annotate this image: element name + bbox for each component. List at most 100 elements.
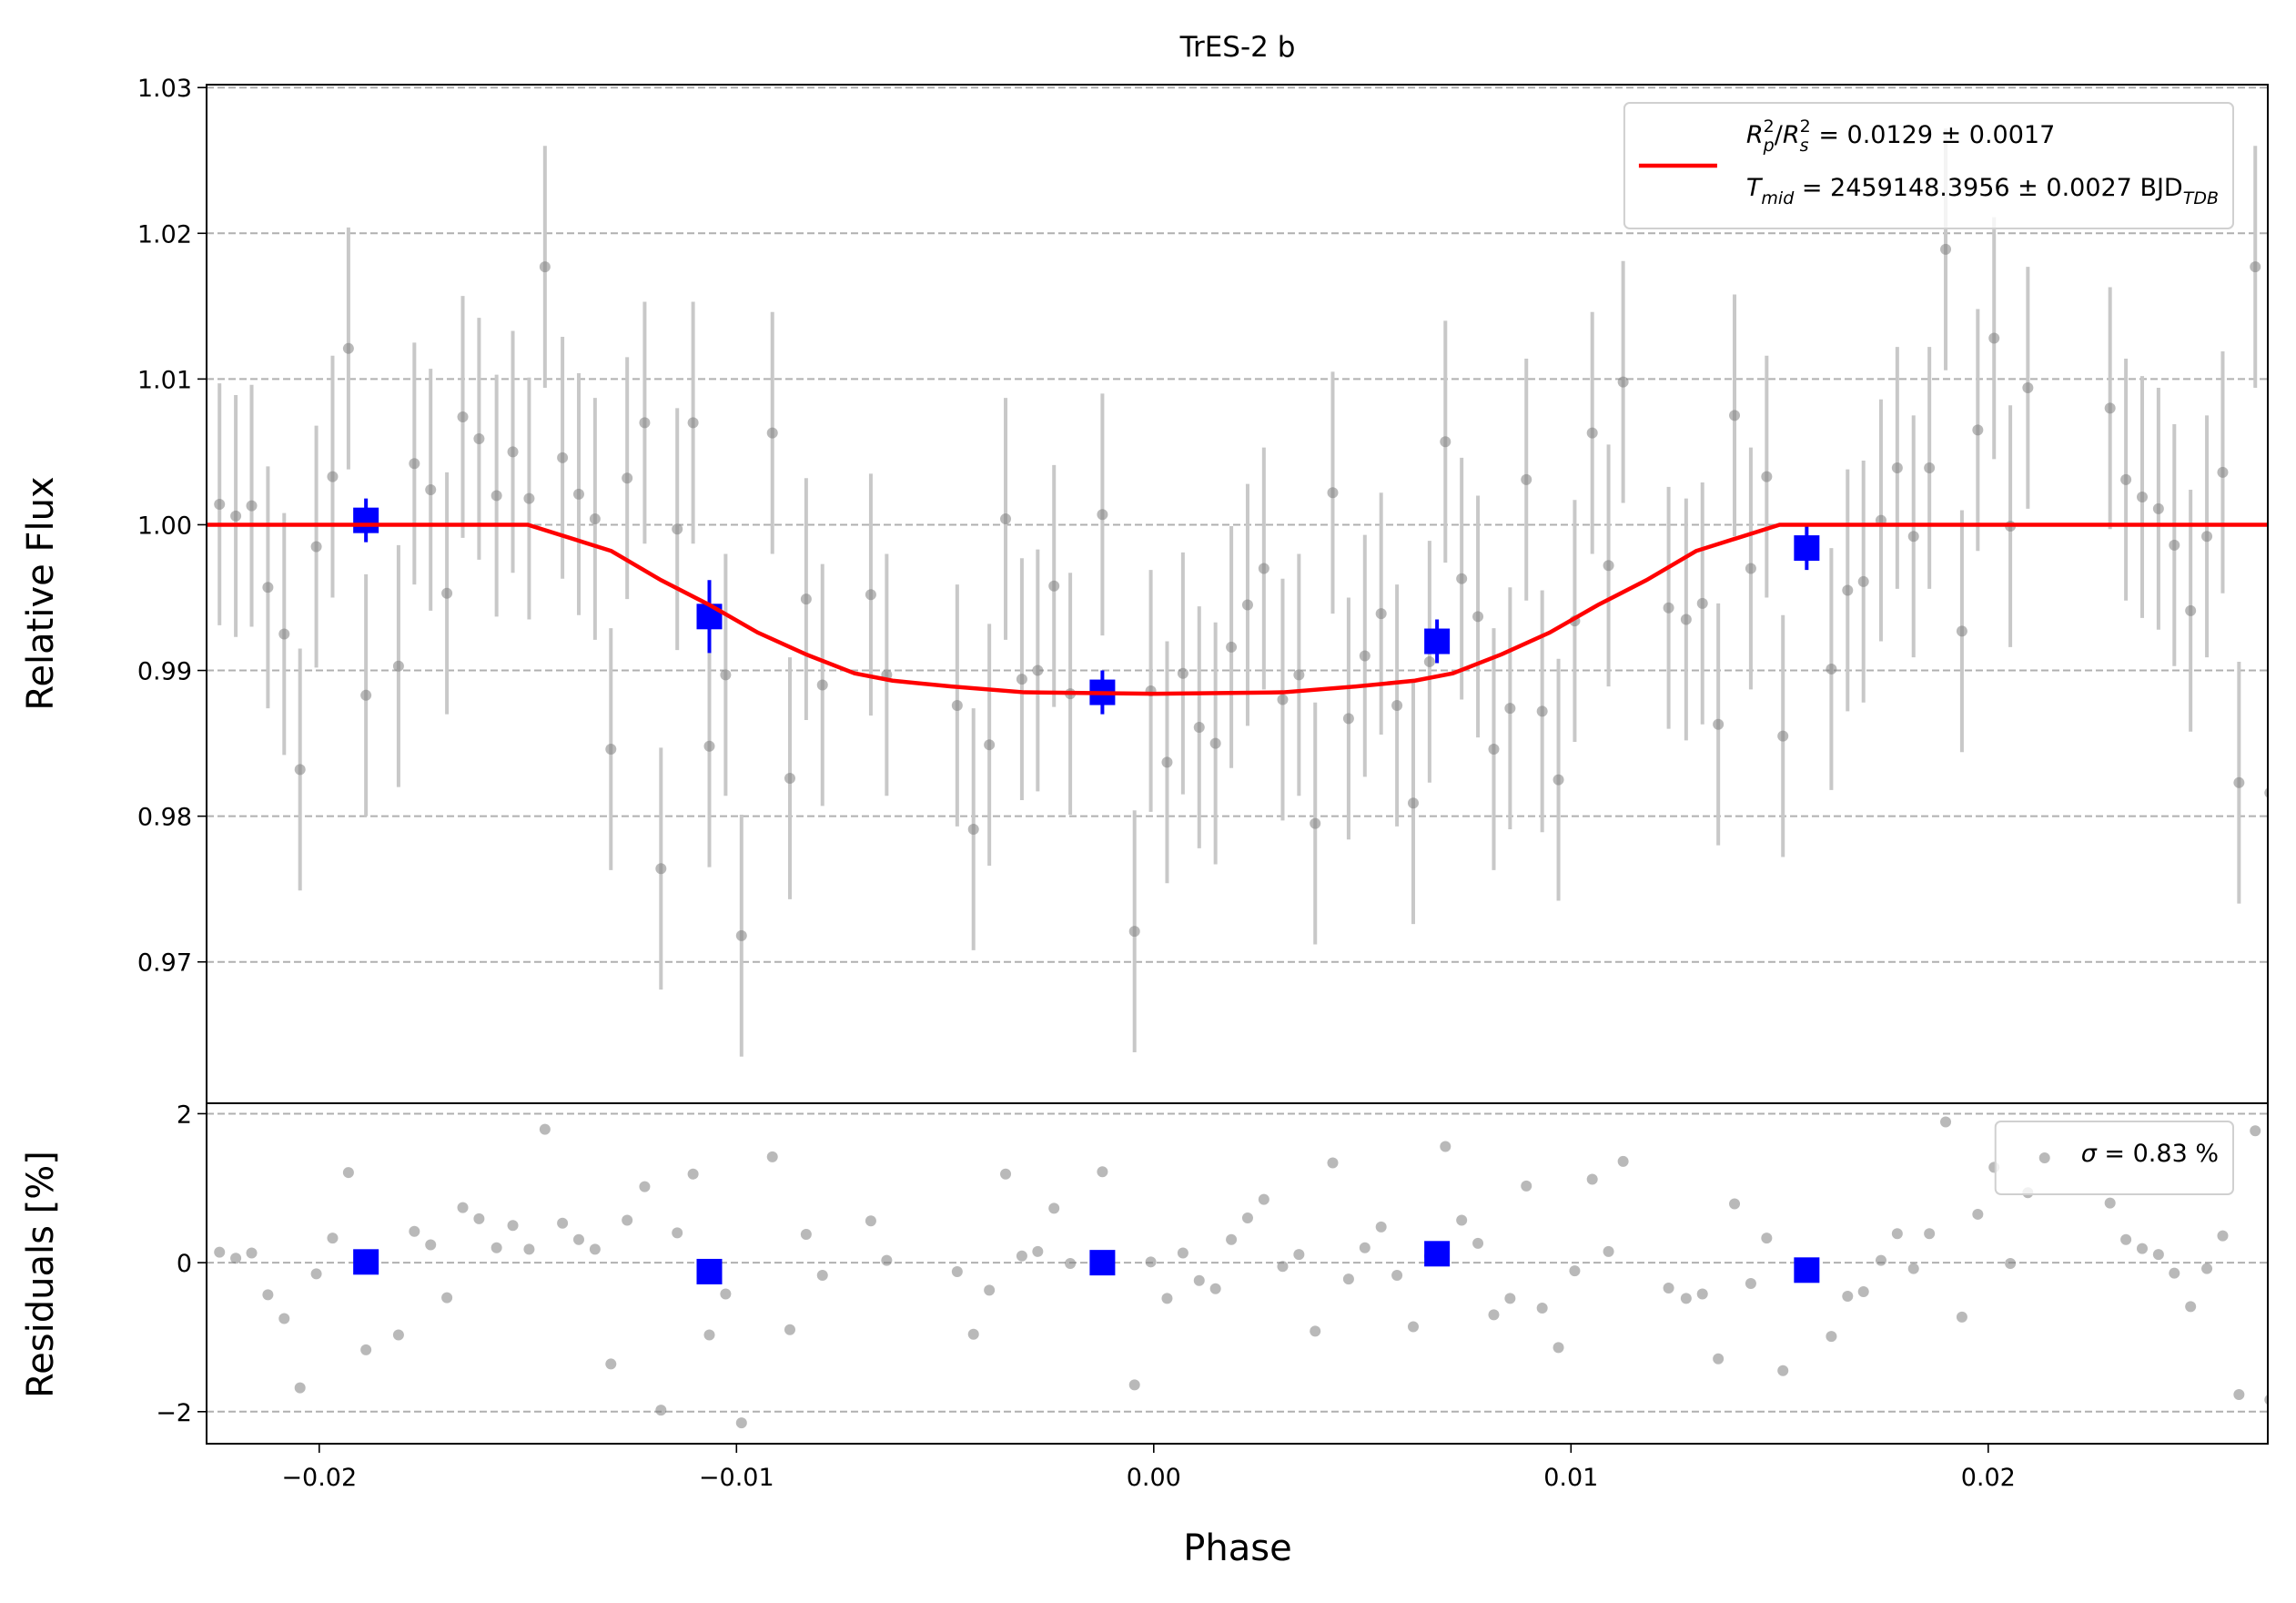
legend-frame	[1994, 1121, 2234, 1195]
data-point	[865, 1215, 876, 1227]
data-point	[2233, 1388, 2245, 1400]
data-point	[1488, 1309, 1500, 1321]
data-point	[1016, 674, 1027, 685]
data-point	[1209, 737, 1221, 749]
data-point	[1342, 1273, 1354, 1285]
data-point	[2185, 604, 2197, 616]
data-point	[1603, 1245, 1614, 1257]
binned-point	[1424, 628, 1451, 654]
data-point	[1359, 1242, 1371, 1253]
data-point	[1504, 1293, 1516, 1304]
data-point	[1826, 1331, 1837, 1343]
data-point	[2201, 1263, 2213, 1274]
x-tick-label: 0.00	[1127, 1464, 1181, 1492]
data-point	[1209, 1283, 1221, 1294]
data-point	[784, 773, 795, 785]
chart-title: TrES-2 b	[1179, 31, 1296, 64]
y-tick-label: 2	[177, 1101, 192, 1129]
data-point	[1407, 1321, 1419, 1333]
data-point	[735, 1417, 747, 1429]
data-point	[425, 484, 437, 496]
data-point	[262, 582, 274, 594]
data-point	[735, 929, 747, 941]
data-point	[360, 1344, 372, 1355]
data-point	[2152, 1249, 2164, 1261]
y-tick-label: −2	[156, 1399, 192, 1427]
data-point	[2233, 776, 2245, 788]
x-tick-label: −0.01	[699, 1464, 774, 1492]
binned-point	[1089, 1250, 1116, 1276]
legend-label-part: p	[1763, 136, 1775, 156]
data-point	[457, 411, 469, 422]
data-point	[1875, 1254, 1886, 1266]
data-point	[1310, 1325, 1321, 1337]
data-point	[1924, 1228, 1936, 1240]
data-point	[539, 1123, 551, 1135]
data-point	[1553, 774, 1564, 786]
data-point	[1696, 597, 1708, 609]
data-point	[1293, 1249, 1305, 1261]
data-point	[1258, 1193, 1269, 1205]
data-point	[342, 342, 354, 354]
data-point	[392, 660, 404, 672]
data-point	[1924, 462, 1936, 474]
data-point	[246, 1247, 258, 1259]
data-point	[1696, 1288, 1708, 1300]
data-point	[1569, 1265, 1581, 1277]
data-point	[1842, 584, 1854, 596]
data-point	[605, 743, 617, 755]
legend-label-part: T	[1746, 174, 1764, 202]
data-point	[342, 1167, 354, 1179]
data-point	[1161, 756, 1173, 768]
data-point	[523, 492, 535, 504]
data-point	[1521, 473, 1532, 485]
data-point	[1713, 718, 1725, 730]
data-point	[1375, 608, 1387, 620]
data-point	[1907, 1263, 1919, 1274]
data-point	[1423, 655, 1435, 667]
data-point	[294, 1382, 306, 1394]
y-tick-label: 1.03	[137, 75, 192, 103]
data-point	[1032, 1245, 1044, 1257]
data-point	[1956, 1311, 1967, 1323]
data-point	[2217, 1230, 2229, 1242]
data-point	[1663, 602, 1674, 614]
data-point	[491, 1242, 502, 1253]
data-point	[1359, 650, 1371, 662]
data-point	[441, 1292, 453, 1304]
legend-label-part: 2	[1764, 117, 1775, 137]
data-point	[214, 499, 226, 511]
data-point	[262, 1289, 274, 1301]
data-point	[687, 417, 699, 429]
data-point	[1891, 1228, 1903, 1240]
data-point	[605, 1358, 617, 1370]
data-point	[2136, 492, 2148, 503]
binned-point	[353, 507, 379, 533]
data-point	[589, 513, 601, 525]
x-tick-label: 0.01	[1543, 1464, 1598, 1492]
legend-label-part: mid	[1761, 188, 1795, 208]
data-point	[523, 1243, 535, 1255]
data-point	[2169, 539, 2180, 551]
data-point	[2169, 1267, 2180, 1279]
data-point	[1226, 641, 1238, 653]
model-line	[207, 522, 2268, 696]
x-axis-label: Phase	[1183, 1527, 1291, 1569]
data-point	[816, 679, 828, 691]
data-point	[1391, 699, 1403, 711]
data-point	[951, 1265, 963, 1277]
data-point	[672, 523, 683, 535]
data-point	[473, 433, 485, 445]
data-point	[655, 863, 667, 875]
data-point	[1777, 1365, 1789, 1376]
data-point	[766, 1151, 778, 1162]
data-point	[1161, 1293, 1173, 1304]
data-point	[1258, 563, 1269, 574]
data-point	[622, 472, 633, 484]
data-point	[967, 1328, 979, 1340]
axes-frame	[206, 1102, 2269, 1445]
data-point	[539, 261, 551, 273]
data-point	[1193, 721, 1205, 733]
data-point	[1327, 487, 1339, 499]
